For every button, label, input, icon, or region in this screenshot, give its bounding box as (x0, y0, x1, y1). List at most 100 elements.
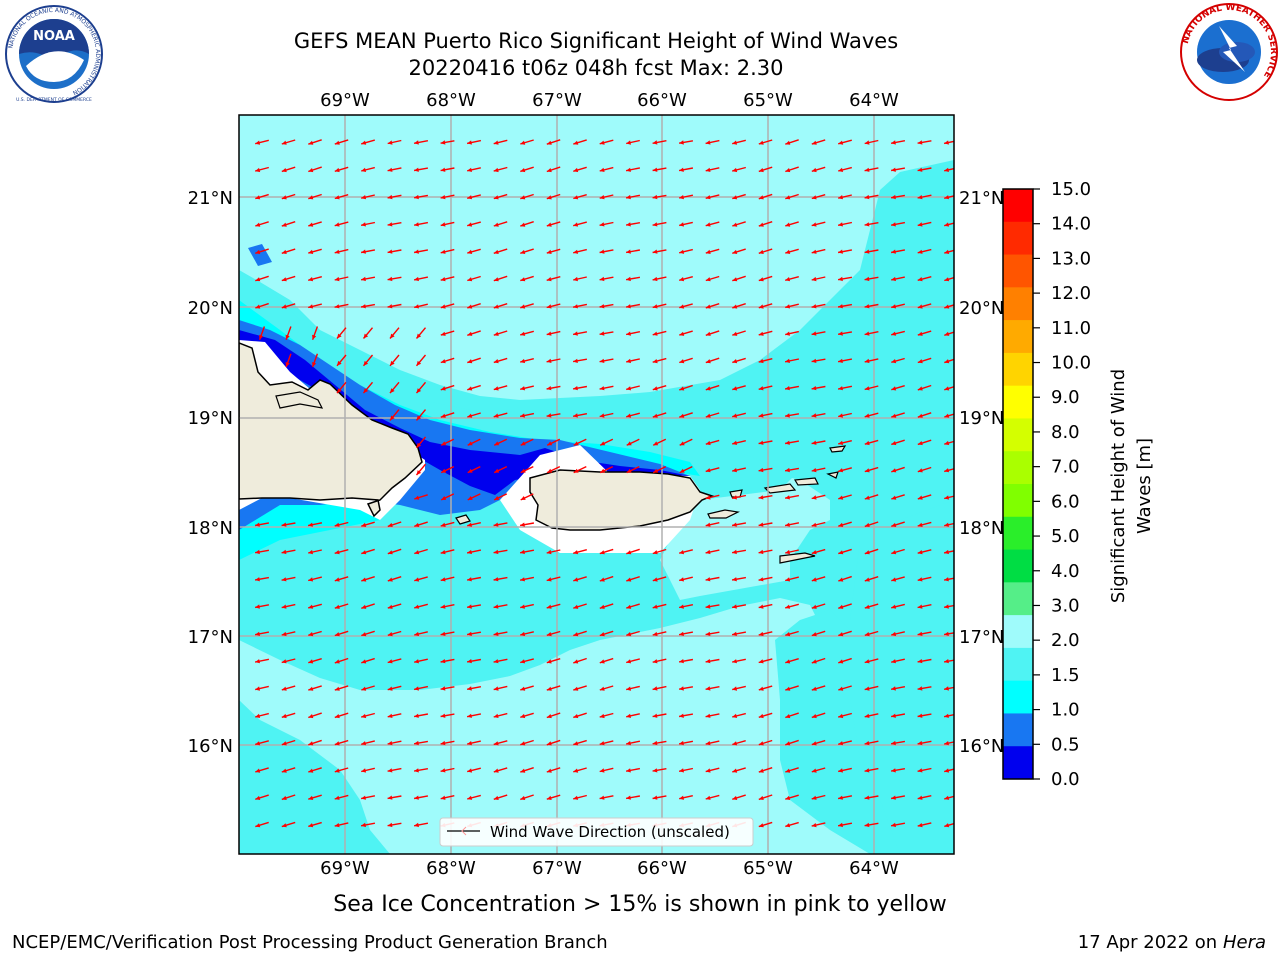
wind-arrow-head (387, 768, 393, 773)
wind-arrow-head (308, 549, 313, 555)
wind-arrow-head (573, 331, 578, 336)
wind-arrow-head (520, 386, 526, 391)
wind-arrow-head (626, 795, 631, 800)
wind-arrow-head (705, 795, 711, 800)
colorbar-swatch (1003, 418, 1033, 452)
chart-subtitle: 20220416 t06z 048h fcst Max: 2.30 (408, 56, 784, 80)
wind-arrow-head (281, 631, 287, 637)
wind-arrow-head (520, 249, 526, 254)
wind-arrow-head (255, 249, 261, 254)
wind-arrow-head (573, 686, 579, 691)
lon-label-bottom: 65°W (743, 858, 793, 879)
wind-arrow-head (255, 140, 261, 145)
wind-arrow-head (679, 768, 684, 773)
wind-arrow-head (467, 659, 472, 664)
wind-arrow-head (361, 713, 367, 719)
wind-arrow-head (652, 631, 658, 637)
lat-label-left: 20°N (188, 298, 233, 319)
wind-arrow-head (891, 577, 897, 582)
wind-arrow-head (414, 222, 419, 227)
wind-arrow-head (520, 713, 526, 719)
wind-arrow-head (467, 386, 473, 391)
ocean-mid-southeast (850, 500, 954, 854)
wind-arrow-head (493, 659, 499, 664)
wind-arrow-head (679, 740, 684, 746)
wind-arrow-head (573, 632, 579, 637)
wind-arrow-head (337, 360, 342, 366)
wind-arrow-head (864, 604, 870, 609)
wind-arrow-head (652, 413, 658, 418)
wind-arrow-head (679, 222, 684, 227)
wind-arrow-head (546, 659, 552, 664)
wind-arrow-head (520, 549, 525, 555)
wind-arrow-head (838, 358, 843, 363)
wind-arrow-head (944, 495, 950, 500)
wind-arrow-head (705, 713, 711, 718)
wind-arrow-head (546, 331, 552, 336)
wind-arrow-head (281, 577, 287, 582)
wind-arrow-head (652, 167, 658, 172)
wind-arrow-head (308, 140, 314, 145)
wind-arrow-head (334, 632, 340, 637)
wind-arrow-head (546, 140, 552, 145)
wind-arrow-head (361, 632, 367, 637)
wind-arrow-head (467, 195, 473, 200)
wind-arrow-head (917, 140, 923, 145)
wind-arrow-head (599, 659, 605, 664)
wind-arrow-head (255, 795, 261, 800)
wind-arrow-head (626, 604, 632, 609)
wind-arrow-head (838, 249, 843, 254)
wind-arrow-head (891, 550, 897, 555)
wind-arrow-head (308, 222, 314, 227)
wind-arrow-head (732, 331, 738, 336)
wind-arrow-head (758, 386, 764, 391)
wind-arrow-head (334, 741, 340, 746)
wind-arrow-head (573, 386, 578, 391)
wind-arrow-head (864, 686, 870, 691)
wind-arrow-head (679, 167, 684, 172)
footer-date: 17 Apr 2022 on (1077, 932, 1223, 953)
wind-arrow-head (944, 713, 949, 718)
wind-arrow-head (308, 304, 314, 309)
colorbar-swatch (1003, 451, 1033, 485)
wind-arrow-head (281, 249, 287, 254)
wind-arrow-head (679, 795, 684, 800)
wind-arrow-head (705, 249, 711, 254)
wind-arrow-head (944, 577, 949, 582)
wind-arrow-head (520, 522, 525, 527)
wind-arrow-head (387, 822, 393, 828)
wind-arrow-head (493, 331, 499, 336)
colorbar-title-line2: Waves [m] (1134, 438, 1155, 534)
wind-arrow-head (520, 222, 526, 227)
wind-arrow-head (390, 333, 395, 339)
arrow-legend: Wind Wave Direction (unscaled) (439, 817, 754, 847)
wind-arrow-head (599, 604, 605, 609)
wind-arrow-head (864, 386, 870, 391)
wind-arrow-head (785, 304, 791, 309)
wind-arrow-head (679, 413, 685, 418)
wind-arrow-head (493, 713, 499, 718)
wind-arrow-head (732, 713, 738, 718)
wind-arrow-head (255, 713, 261, 718)
wind-arrow-head (838, 304, 843, 309)
wind-arrow-head (758, 467, 764, 473)
wind-arrow-head (387, 604, 393, 609)
wind-arrow-head (493, 167, 499, 173)
wind-arrow-head (732, 686, 738, 691)
wind-arrow-head (944, 768, 950, 773)
wind-arrow-head (467, 304, 473, 309)
wind-arrow-head (811, 577, 817, 582)
wind-arrow-head (573, 468, 579, 473)
wind-arrow-head (679, 304, 685, 309)
wind-arrow-head (732, 631, 737, 636)
wind-arrow-head (864, 194, 870, 200)
wind-arrow-head (440, 686, 446, 691)
colorbar-swatch (1003, 582, 1033, 616)
wind-arrow-head (705, 277, 711, 282)
wind-arrow-head (811, 495, 817, 500)
colorbar-swatch (1003, 189, 1033, 223)
wind-arrow-head (944, 549, 949, 555)
colorbar-tick-label: 4.0 (1051, 561, 1080, 582)
wind-arrow-head (546, 686, 552, 691)
wind-arrow-head (520, 686, 526, 691)
